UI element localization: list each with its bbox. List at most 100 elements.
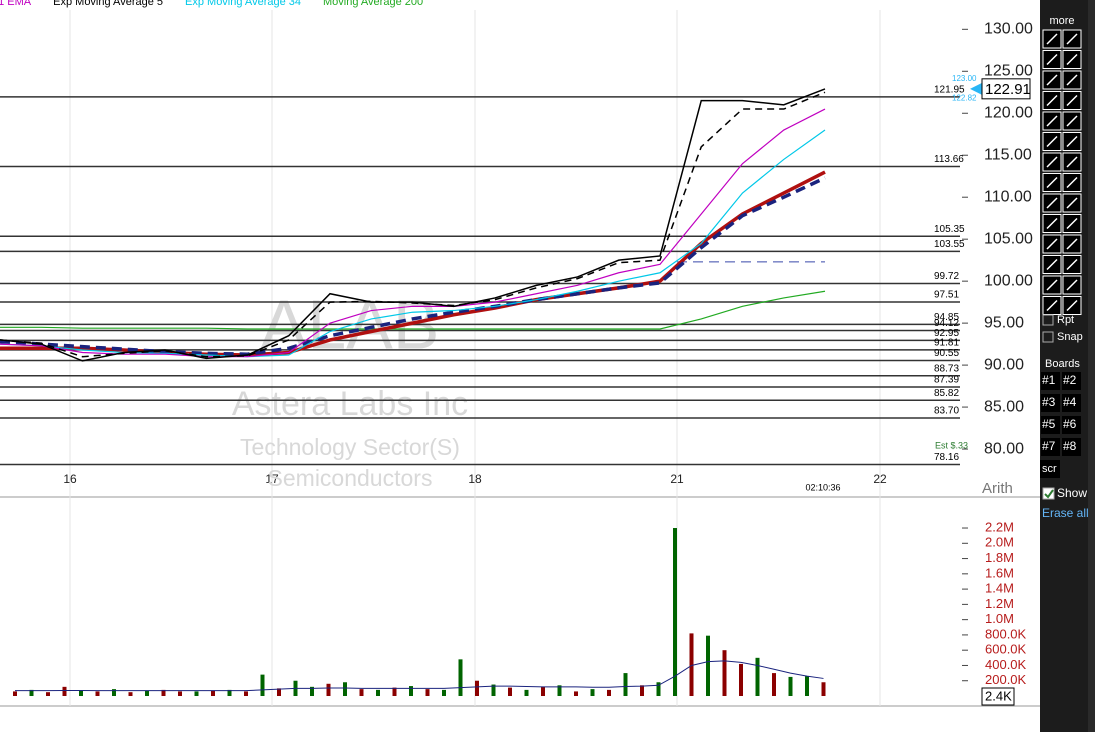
board-button[interactable] <box>1062 394 1081 412</box>
y-tick-label: 1.6M <box>985 565 1014 580</box>
last-price-label: 122.91 <box>985 81 1031 98</box>
level-label: 83.70 <box>934 406 959 417</box>
legend-entry: Exp Moving Average 34 <box>185 0 301 8</box>
check-mark <box>1044 489 1054 499</box>
volume-bar <box>95 691 100 696</box>
y-tick-label: 1.8M <box>985 550 1014 565</box>
level-label: 91.81 <box>934 338 959 349</box>
y-tick-label: 105.00 <box>984 230 1033 247</box>
board-button[interactable] <box>1062 372 1081 390</box>
volume-bar <box>739 663 743 696</box>
more-button[interactable]: more <box>1049 15 1074 27</box>
tool-glyph <box>1066 53 1078 66</box>
erase-button[interactable]: Erase all <box>1042 506 1089 520</box>
board-button[interactable] <box>1041 416 1060 434</box>
legend-entry: 21 EMA <box>0 0 32 8</box>
y-tick-label: 400.0K <box>985 657 1027 672</box>
volume-bar <box>128 692 133 696</box>
y-tick-label: 130.00 <box>984 21 1033 38</box>
watermark-sector: Technology Sector(S) <box>240 434 460 460</box>
board-button[interactable] <box>1062 416 1081 434</box>
volume-bar <box>145 690 149 696</box>
legend-entry: Moving Average 200 <box>323 0 423 8</box>
board-button[interactable] <box>1041 394 1060 412</box>
level-label: 92.95 <box>934 328 959 339</box>
y-tick-label: 90.00 <box>984 356 1024 373</box>
board-label[interactable]: #3 <box>1042 395 1056 409</box>
level-label: 121.95 <box>934 85 965 96</box>
price-line <box>0 176 826 356</box>
volume-bar <box>227 689 232 696</box>
volume-bar <box>376 689 380 696</box>
board-button[interactable] <box>1041 438 1060 456</box>
tool-glyph <box>1066 238 1078 250</box>
rpt-label[interactable]: Rpt <box>1057 314 1074 326</box>
volume-bar <box>508 687 512 696</box>
volume-bar <box>574 691 578 696</box>
volume-bar <box>62 686 67 696</box>
volume-bar <box>343 682 347 696</box>
board-button[interactable] <box>1041 372 1060 390</box>
watermark-industry: Semiconductors <box>268 465 433 491</box>
tool-glyph <box>1066 279 1078 291</box>
price-line <box>0 290 826 330</box>
price-line <box>0 88 826 362</box>
scr-button[interactable] <box>1040 460 1060 478</box>
y-tick-label: 125.00 <box>984 63 1033 80</box>
tool-glyph <box>1046 74 1058 86</box>
volume-bar <box>722 650 727 696</box>
show-checkbox[interactable] <box>1042 487 1055 500</box>
tool-glyph <box>1046 279 1058 291</box>
volume-bar <box>79 690 83 696</box>
board-label[interactable]: #5 <box>1042 417 1056 431</box>
level-label: 99.72 <box>934 271 959 282</box>
tool-glyph <box>1046 176 1058 189</box>
tool-glyph <box>1046 94 1058 107</box>
board-button[interactable] <box>1062 438 1081 456</box>
last-volume-box <box>981 687 1015 706</box>
scale-label: Arith <box>982 480 1013 497</box>
board-label[interactable]: #1 <box>1042 373 1056 387</box>
x-tick-label: 22 <box>873 472 887 486</box>
volume-bar <box>161 689 166 696</box>
y-tick-label: 800.0K <box>985 626 1027 641</box>
tool-glyph <box>1046 156 1058 168</box>
y-tick-label: 2.2M <box>985 519 1014 534</box>
scr-label[interactable]: scr <box>1042 463 1057 475</box>
snap-label[interactable]: Snap <box>1057 331 1083 343</box>
board-label[interactable]: #6 <box>1063 417 1077 431</box>
level-label: 85.82 <box>934 388 959 399</box>
y-tick-label: 100.00 <box>984 272 1033 289</box>
volume-bar <box>475 680 479 696</box>
tool-glyph <box>1066 135 1078 148</box>
legend-entry: Exp Moving Average 5 <box>53 0 163 8</box>
board-label[interactable]: #2 <box>1063 373 1077 387</box>
volume-bar <box>277 688 281 696</box>
board-label[interactable]: #8 <box>1063 439 1077 453</box>
boards-title: Boards <box>1045 358 1080 370</box>
volume-bar <box>392 687 397 696</box>
y-tick-label: 80.00 <box>984 440 1024 457</box>
show-label[interactable]: Show <box>1057 486 1087 500</box>
level-label: 88.73 <box>934 363 959 374</box>
volume-bar <box>310 686 314 696</box>
tool-glyph <box>1066 299 1078 312</box>
volume-bar <box>788 676 793 696</box>
volume-bar <box>29 689 34 696</box>
tool-glyph <box>1066 94 1078 107</box>
estimate-label: Est $.33 <box>935 440 968 450</box>
checkbox[interactable] <box>1042 331 1054 343</box>
board-label[interactable]: #4 <box>1063 395 1077 409</box>
board-label[interactable]: #7 <box>1042 439 1056 453</box>
checkbox[interactable] <box>1042 314 1054 326</box>
tool-glyph <box>1066 176 1078 189</box>
volume-bar <box>326 683 331 696</box>
volume-bar <box>13 691 17 696</box>
y-tick-label: 115.00 <box>984 146 1032 163</box>
y-tick-label: 1.2M <box>985 596 1014 611</box>
tool-glyph <box>1066 156 1078 168</box>
volume-bar <box>640 685 644 696</box>
volume-bar <box>755 657 760 696</box>
tool-glyph <box>1046 238 1058 250</box>
ask-label: 123.00 <box>952 74 977 83</box>
